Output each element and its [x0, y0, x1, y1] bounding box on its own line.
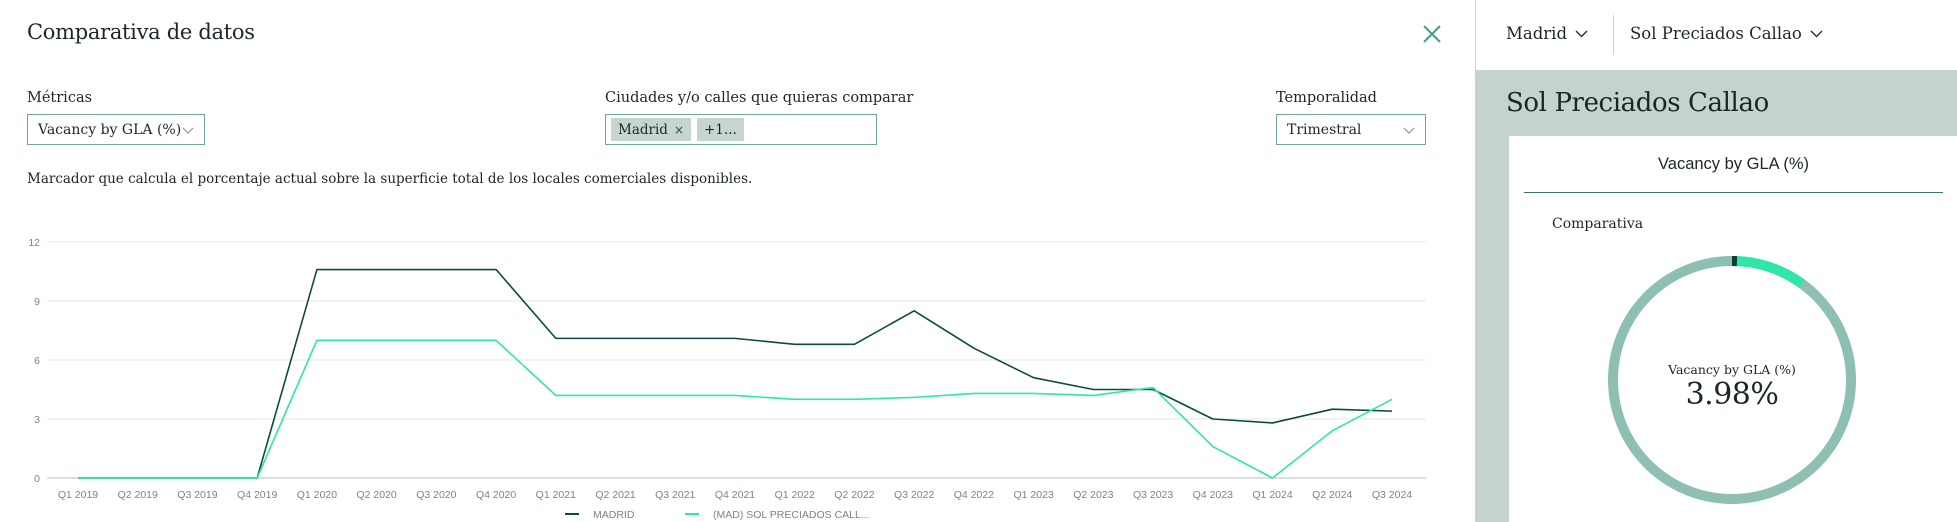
legend-label: (MAD) SOL PRECIADOS CALL...: [713, 509, 870, 521]
x-tick-label: Q3 2022: [894, 489, 934, 501]
chevron-down-icon: [1810, 24, 1823, 43]
donut-marker: [1608, 256, 1856, 504]
compare-multiselect[interactable]: Madrid × +1...: [605, 114, 877, 145]
x-tick-label: Q1 2024: [1252, 489, 1292, 501]
x-tick-label: Q4 2023: [1193, 489, 1233, 501]
line-chart: 0 3 6 9 12 Q1 2019 Q2 2019 Q3 2019 Q4 2019 Q1 202…: [0, 225, 1475, 522]
card-title: Vacancy by GLA (%): [1524, 136, 1943, 193]
metric-description: Marcador que calcula el porcentaje actua…: [27, 171, 753, 187]
x-tick-label: Q4 2022: [954, 489, 994, 501]
tag-label: +1...: [704, 121, 737, 138]
period-label: Temporalidad: [1276, 90, 1377, 106]
x-tick-label: Q2 2021: [595, 489, 635, 501]
compare-label: Ciudades y/o calles que quieras comparar: [605, 90, 914, 106]
comparison-modal: Comparativa de datos Métricas Vacancy by…: [0, 20, 1475, 522]
modal-title: Comparativa de datos: [27, 20, 255, 44]
chevron-down-icon: [1575, 24, 1588, 43]
tag-label: Madrid: [618, 121, 668, 138]
city-dropdown[interactable]: Madrid: [1506, 24, 1588, 43]
y-tick-label: 12: [28, 237, 40, 249]
x-tick-label: Q1 2022: [775, 489, 815, 501]
period-select[interactable]: Trimestral: [1276, 114, 1426, 145]
close-icon[interactable]: [1420, 22, 1444, 46]
x-tick-label: Q3 2019: [177, 489, 217, 501]
compare-tag-madrid[interactable]: Madrid ×: [611, 118, 691, 141]
x-tick-label: Q3 2020: [416, 489, 456, 501]
x-tick-label: Q3 2024: [1372, 489, 1412, 501]
y-tick-label: 9: [34, 296, 40, 308]
sidebar-body: Sol Preciados Callao Vacancy by GLA (%) …: [1476, 71, 1957, 522]
x-tick-label: Q2 2019: [118, 489, 158, 501]
x-tick-label: Q1 2019: [58, 489, 98, 501]
metric-select-value: Vacancy by GLA (%): [38, 121, 182, 138]
x-tick-label: Q1 2023: [1013, 489, 1053, 501]
donut-chart: Vacancy by GLA (%) 3.98%: [1606, 254, 1858, 506]
x-tick-label: Q4 2019: [237, 489, 277, 501]
toolbar-divider: [1613, 15, 1614, 55]
street-dropdown-label: Sol Preciados Callao: [1630, 24, 1802, 43]
x-tick-label: Q2 2024: [1312, 489, 1352, 501]
metric-label: Métricas: [27, 90, 93, 106]
x-tick-label: Q1 2020: [297, 489, 337, 501]
metric-select[interactable]: Vacancy by GLA (%): [27, 114, 205, 145]
legend-label: MADRID: [593, 509, 635, 521]
remove-tag-icon[interactable]: ×: [673, 122, 684, 137]
x-tick-label: Q3 2023: [1133, 489, 1173, 501]
x-tick-label: Q2 2022: [834, 489, 874, 501]
series-line-1: [78, 339, 1393, 479]
donut-svg: [1608, 256, 1856, 504]
period-select-value: Trimestral: [1287, 121, 1362, 138]
y-tick-label: 3: [34, 414, 40, 426]
street-dropdown[interactable]: Sol Preciados Callao: [1630, 24, 1823, 43]
chevron-down-icon: [1403, 124, 1415, 140]
y-tick-label: 0: [34, 473, 40, 485]
x-tick-label: Q2 2020: [356, 489, 396, 501]
x-tick-label: Q2 2023: [1073, 489, 1113, 501]
x-tick-label: Q3 2021: [655, 489, 695, 501]
y-tick-label: 6: [34, 355, 40, 367]
x-tick-label: Q4 2021: [715, 489, 755, 501]
chevron-down-icon: [182, 124, 194, 140]
sidebar-toolbar: Madrid Sol Preciados Callao: [1476, 0, 1957, 71]
x-tick-label: Q1 2021: [536, 489, 576, 501]
city-dropdown-label: Madrid: [1506, 24, 1568, 43]
detail-sidebar: Madrid Sol Preciados Callao Sol Preciado…: [1475, 0, 1957, 522]
card-subtitle: Comparativa: [1552, 216, 1644, 232]
place-title: Sol Preciados Callao: [1506, 88, 1769, 118]
x-tick-label: Q4 2020: [476, 489, 516, 501]
line-chart-svg: 0 3 6 9 12 Q1 2019 Q2 2019 Q3 2019 Q4 2019 Q1 202…: [28, 237, 1426, 521]
donut-label: Vacancy by GLA (%): [1668, 362, 1796, 377]
metric-card: Vacancy by GLA (%) Comparativa Vacancy b…: [1509, 136, 1957, 522]
compare-tag-more[interactable]: +1...: [697, 118, 744, 141]
donut-value: 3.98%: [1685, 377, 1779, 412]
